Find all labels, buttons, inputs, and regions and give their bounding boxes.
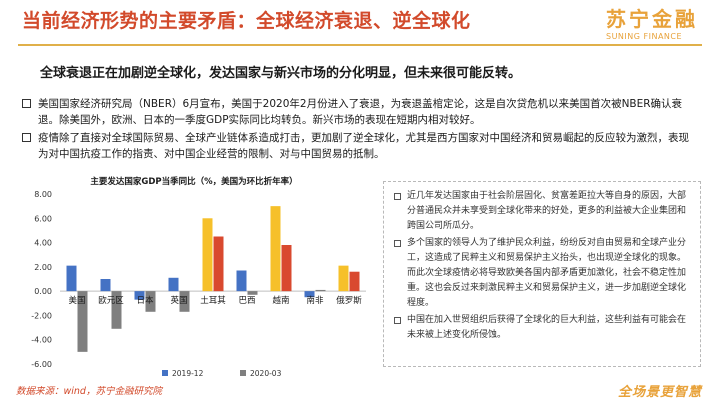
x-tick-label: 英国 <box>170 295 187 306</box>
bullet-list: 美国国家经济研究局（NBER）6月宣布，美国于2020年2月份进入了衰退，为衰退… <box>22 96 698 164</box>
subheadline: 全球衰退正在加剧逆全球化，发达国家与新兴市场的分化明显，但未来很可能反转。 <box>40 66 522 81</box>
bar <box>66 265 77 292</box>
x-tick-label: 日本 <box>136 295 154 306</box>
data-source: 数据来源：wind，苏宁金融研究院 <box>16 386 162 397</box>
bar <box>111 291 122 329</box>
bar <box>236 270 247 292</box>
y-tick-label: -4.00 <box>31 336 52 345</box>
x-tick-label: 美国 <box>68 295 85 306</box>
note-item: 多个国家的领导人为了维护民众利益，纷纷反对自由贸易和全球产业分工，这造成了民粹主… <box>394 236 692 311</box>
y-tick-label: 6.00 <box>34 214 52 223</box>
footer-slogan: 全场景更智慧 <box>617 385 702 400</box>
y-tick-label: 4.00 <box>34 239 52 248</box>
y-tick-label: 2.00 <box>34 263 52 272</box>
notes-panel: 近几年发达国家由于社会阶层固化、贫富差距拉大等自身的原因，大部分普通民众并未享受… <box>383 181 701 367</box>
gdp-chart-svg: 主要发达国家GDP当季同比（%，美国为环比折年率） 8.00 6.00 4.00 2.0… <box>31 176 366 378</box>
bar <box>304 291 315 298</box>
chart-title: 主要发达国家GDP当季同比（%，美国为环比折年率） <box>90 176 297 187</box>
bar <box>247 291 258 295</box>
square-bullet-icon <box>22 133 31 142</box>
y-tick-label: 8.00 <box>34 190 52 199</box>
bar <box>179 291 190 312</box>
gdp-chart: 主要发达国家GDP当季同比（%，美国为环比折年率） 8.00 6.00 4.00 2.0… <box>14 172 374 382</box>
logo-text-cn: 苏宁金融 <box>606 7 698 31</box>
bar <box>338 265 349 292</box>
note-text: 近几年发达国家由于社会阶层固化、贫富差距拉大等自身的原因，大部分普通民众并未享受… <box>407 191 687 231</box>
bar <box>145 291 156 312</box>
x-tick-label: 欧元区 <box>98 295 124 306</box>
legend-label: 2019-12 <box>172 369 204 378</box>
y-tick-label: -2.00 <box>31 311 52 320</box>
legend-swatch <box>240 370 246 376</box>
logo-text-en: SUNING FINANCE <box>606 32 683 41</box>
bar <box>213 236 224 292</box>
bar <box>134 291 145 300</box>
bar <box>77 291 88 352</box>
y-tick-label: -6.00 <box>31 360 52 369</box>
bullet-item: 疫情除了直接对全球国际贸易、全球产业链体系造成打击，更加剧了逆全球化，尤其是西方… <box>22 130 698 162</box>
x-tick-label: 越南 <box>272 295 289 306</box>
x-tick-label: 土耳其 <box>200 295 226 306</box>
square-bullet-icon <box>394 193 401 200</box>
note-item: 近几年发达国家由于社会阶层固化、贫富差距拉大等自身的原因，大部分普通民众并未享受… <box>394 189 692 234</box>
bar <box>100 279 111 292</box>
bullet-text: 美国国家经济研究局（NBER）6月宣布，美国于2020年2月份进入了衰退，为衰退… <box>38 98 683 126</box>
legend-label: 2020-03 <box>250 369 282 378</box>
y-tick-label: 0.00 <box>34 287 52 296</box>
bullet-text: 疫情除了直接对全球国际贸易、全球产业链体系造成打击，更加剧了逆全球化，尤其是西方… <box>38 132 689 160</box>
bullet-item: 美国国家经济研究局（NBER）6月宣布，美国于2020年2月份进入了衰退，为衰退… <box>22 96 698 128</box>
note-item: 中国在加入世贸组织后获得了全球化的巨大利益，这些利益有可能会在未来被上述变化所侵… <box>394 313 692 343</box>
x-tick-label: 俄罗斯 <box>336 295 362 306</box>
bar <box>270 206 281 292</box>
brand-logo: 苏宁金融 SUNING FINANCE <box>606 8 698 41</box>
header-divider <box>18 44 702 46</box>
bar <box>202 218 213 292</box>
bar <box>168 277 179 292</box>
bar <box>349 271 360 292</box>
square-bullet-icon <box>394 317 401 324</box>
square-bullet-icon <box>22 99 31 108</box>
page-title: 当前经济形势的主要矛盾：全球经济衰退、逆全球化 <box>22 10 471 32</box>
note-text: 多个国家的领导人为了维护民众利益，纷纷反对自由贸易和全球产业分工，这造成了民粹主… <box>407 238 687 308</box>
legend-swatch <box>162 370 168 376</box>
bar <box>281 245 292 292</box>
bar <box>315 289 326 292</box>
x-tick-label: 南非 <box>306 295 324 306</box>
square-bullet-icon <box>394 240 401 247</box>
note-text: 中国在加入世贸组织后获得了全球化的巨大利益，这些利益有可能会在未来被上述变化所侵… <box>407 315 687 340</box>
x-tick-label: 巴西 <box>238 296 255 306</box>
